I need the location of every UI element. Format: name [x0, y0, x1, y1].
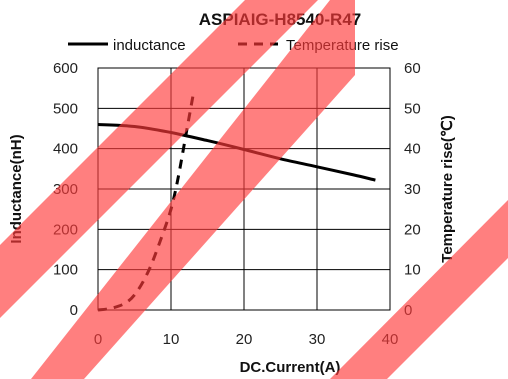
- x-tick-label: 30: [309, 331, 326, 348]
- watermark-stripe-middle: [31, 0, 355, 379]
- watermark-stripe-right: [330, 200, 508, 379]
- y2-tick-label: 30: [404, 181, 421, 198]
- y-tick-label: 600: [53, 60, 78, 77]
- y2-tick-label: 10: [404, 262, 421, 279]
- y-tick-label: 500: [53, 100, 78, 117]
- y2-tick-label: 40: [404, 141, 421, 158]
- x-tick-label: 20: [236, 331, 253, 348]
- y-axis-right-title: Temperature rise(℃): [439, 115, 456, 262]
- y-tick-label: 400: [53, 141, 78, 158]
- x-axis-title: DC.Current(A): [240, 359, 341, 376]
- y-tick-label: 0: [70, 302, 78, 319]
- y2-tick-label: 60: [404, 60, 421, 77]
- x-tick-label: 10: [163, 331, 180, 348]
- y2-tick-label: 50: [404, 100, 421, 117]
- y2-tick-label: 20: [404, 221, 421, 238]
- y-tick-label: 100: [53, 262, 78, 279]
- watermark-stripe-left: [0, 0, 318, 318]
- legend-label-inductance: inductance: [113, 37, 186, 54]
- y-axis-left-title: Inductance(nH): [8, 134, 25, 243]
